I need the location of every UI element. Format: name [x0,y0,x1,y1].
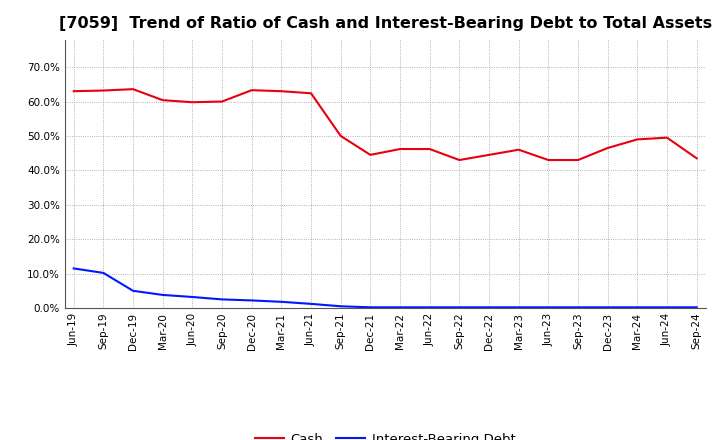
Interest-Bearing Debt [603,304,612,310]
Cash [544,158,553,163]
Interest-Bearing Debt [69,266,78,271]
Cash [603,145,612,150]
Cash [693,156,701,161]
Interest-Bearing Debt [455,304,464,310]
Cash [485,152,493,158]
Interest-Bearing Debt [307,301,315,307]
Interest-Bearing Debt [129,288,138,293]
Interest-Bearing Debt [574,304,582,310]
Interest-Bearing Debt [366,304,374,310]
Interest-Bearing Debt [544,304,553,310]
Cash [69,88,78,94]
Cash [514,147,523,152]
Interest-Bearing Debt [336,304,345,309]
Interest-Bearing Debt [99,270,108,275]
Cash [248,88,256,93]
Cash [366,152,374,158]
Interest-Bearing Debt [514,304,523,310]
Cash [158,98,167,103]
Interest-Bearing Debt [485,304,493,310]
Line: Cash: Cash [73,89,697,160]
Interest-Bearing Debt [633,304,642,310]
Interest-Bearing Debt [277,299,286,304]
Interest-Bearing Debt [188,294,197,300]
Interest-Bearing Debt [158,292,167,297]
Cash [396,147,405,152]
Cash [277,88,286,94]
Cash [633,137,642,142]
Cash [307,91,315,96]
Cash [129,87,138,92]
Cash [188,99,197,105]
Interest-Bearing Debt [248,298,256,303]
Cash [455,158,464,163]
Interest-Bearing Debt [396,304,405,310]
Cash [336,133,345,139]
Legend: Cash, Interest-Bearing Debt: Cash, Interest-Bearing Debt [249,427,521,440]
Title: [7059]  Trend of Ratio of Cash and Interest-Bearing Debt to Total Assets: [7059] Trend of Ratio of Cash and Intere… [58,16,712,32]
Interest-Bearing Debt [217,297,226,302]
Interest-Bearing Debt [426,304,434,310]
Interest-Bearing Debt [693,304,701,310]
Cash [426,147,434,152]
Line: Interest-Bearing Debt: Interest-Bearing Debt [73,268,697,307]
Cash [662,135,671,140]
Cash [99,88,108,93]
Cash [217,99,226,104]
Cash [574,158,582,163]
Interest-Bearing Debt [662,304,671,310]
